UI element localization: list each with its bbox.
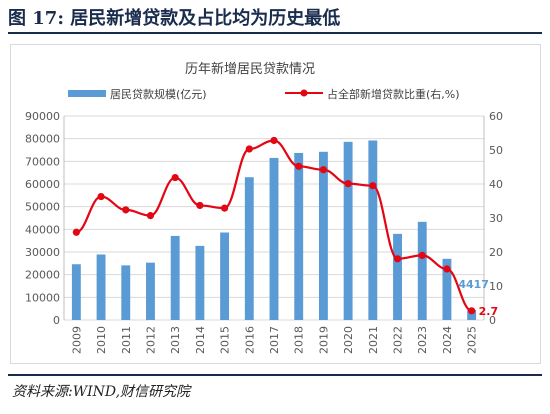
- bar-series: [71, 140, 477, 320]
- line-point: [393, 255, 402, 263]
- chart-annotations: 4417 2.7: [458, 278, 498, 318]
- line-point: [344, 180, 352, 188]
- bar: [195, 245, 205, 320]
- legend-line-label: 占全部新增贷款比重(右,%): [327, 87, 460, 101]
- bar: [170, 235, 180, 320]
- title-divider: [8, 32, 542, 34]
- bar: [368, 140, 378, 320]
- bar: [343, 141, 353, 320]
- bar: [146, 262, 155, 320]
- legend-line-marker: [300, 89, 308, 97]
- bar: [467, 309, 477, 320]
- footer-divider: [8, 374, 542, 376]
- line-point: [122, 206, 130, 214]
- source-note: 资料来源:WIND,财信研究院: [12, 384, 191, 400]
- x-tick-label: 2013: [169, 326, 182, 354]
- chart-container: 历年新增居民贷款情况 居民贷款规模(亿元) 占全部新增贷款比重(右,%) 0 10…: [10, 44, 541, 364]
- line-point: [270, 136, 278, 145]
- bar: [442, 258, 452, 320]
- chart-title: 历年新增居民贷款情况: [185, 61, 315, 77]
- x-tick-label: 2009: [70, 326, 83, 354]
- x-tick-label: 2025: [466, 326, 479, 354]
- x-tick-label: 2016: [243, 326, 256, 354]
- y-left-tick-label: 50000: [25, 201, 60, 214]
- x-tick-label: 2023: [416, 326, 429, 354]
- x-tick-label: 2012: [144, 326, 157, 354]
- line-point: [295, 162, 303, 170]
- x-axis: 2009 2010 2011 2012 2013 2014 2015 2016 2017 2018…: [70, 326, 478, 354]
- line-data-label: 2.7: [479, 305, 499, 318]
- line-point: [418, 251, 426, 259]
- y-axis-right: 0 10 20 30 40 50 60: [489, 110, 503, 327]
- y-left-tick-label: 40000: [25, 223, 60, 236]
- line-point: [443, 265, 451, 273]
- line-point: [97, 192, 105, 201]
- x-tick-label: 2015: [219, 326, 232, 354]
- y-axis-left: 0 10000 20000 30000 40000 50000 60000 70000 8000…: [25, 110, 60, 327]
- bar-data-label: 4417: [458, 278, 489, 291]
- x-tick-label: 2017: [268, 326, 281, 354]
- y-left-tick-label: 0: [53, 314, 60, 327]
- y-right-tick-label: 30: [489, 212, 503, 225]
- x-tick-label: 2019: [317, 326, 330, 354]
- y-right-tick-label: 0: [489, 314, 496, 327]
- x-tick-label: 2010: [95, 326, 108, 354]
- x-tick-label: 2018: [293, 326, 306, 354]
- bar: [96, 254, 106, 320]
- line-series: [72, 136, 476, 315]
- bar: [294, 152, 304, 320]
- line-point: [220, 204, 229, 212]
- y-right-tick-label: 10: [489, 280, 503, 293]
- y-left-tick-label: 70000: [25, 155, 60, 168]
- line-point: [369, 182, 377, 190]
- bar: [220, 232, 230, 320]
- bar: [71, 264, 81, 320]
- bar: [244, 177, 254, 320]
- bar: [121, 265, 131, 320]
- line-point: [171, 173, 179, 182]
- line-point: [468, 307, 476, 315]
- bar: [269, 157, 279, 320]
- chart-svg: 历年新增居民贷款情况 居民贷款规模(亿元) 占全部新增贷款比重(右,%) 0 10…: [25, 61, 503, 354]
- line-point: [245, 145, 253, 153]
- bar: [318, 151, 328, 320]
- y-right-tick-label: 60: [489, 110, 503, 123]
- x-tick-label: 2022: [392, 326, 405, 354]
- x-tick-label: 2020: [342, 326, 355, 354]
- y-left-tick-label: 80000: [25, 133, 60, 146]
- legend-bar-swatch: [68, 90, 106, 97]
- y-right-tick-label: 50: [489, 144, 503, 157]
- figure-title: 图 17: 居民新增贷款及占比均为历史最低: [8, 8, 341, 29]
- x-tick-label: 2021: [367, 326, 380, 354]
- y-left-tick-label: 10000: [25, 291, 60, 304]
- bar: [393, 233, 402, 320]
- x-tick-label: 2024: [441, 326, 454, 354]
- y-right-tick-label: 20: [489, 246, 503, 259]
- bar: [417, 221, 427, 320]
- line-point: [72, 228, 80, 236]
- line-point: [146, 212, 155, 220]
- line-point: [319, 166, 328, 174]
- y-right-tick-label: 40: [489, 178, 503, 191]
- y-left-tick-label: 30000: [25, 246, 60, 259]
- x-tick-label: 2011: [120, 326, 133, 354]
- y-left-tick-label: 20000: [25, 269, 60, 282]
- y-left-tick-label: 60000: [25, 178, 60, 191]
- x-tick-label: 2014: [194, 326, 207, 354]
- legend-bar-label: 居民贷款规模(亿元): [110, 87, 207, 101]
- line-point: [196, 201, 204, 210]
- chart-legend: 居民贷款规模(亿元) 占全部新增贷款比重(右,%): [68, 87, 460, 101]
- y-left-tick-label: 90000: [25, 110, 60, 123]
